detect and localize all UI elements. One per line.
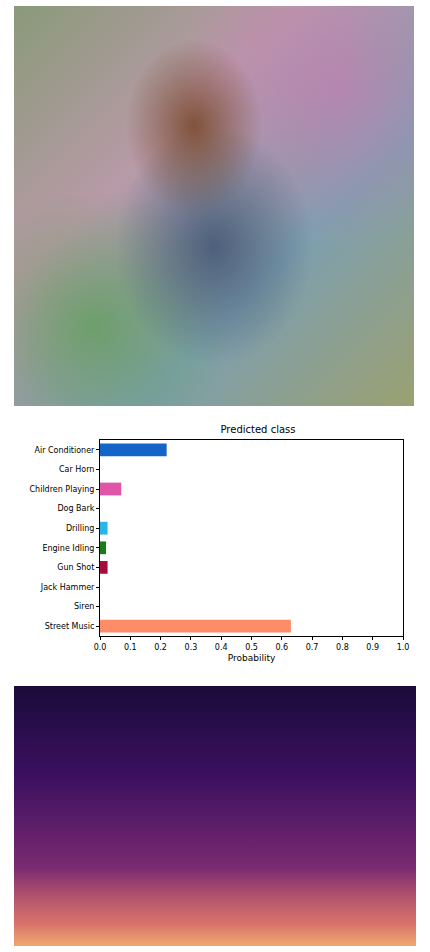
- svg-text:0.9: 0.9: [366, 643, 379, 652]
- svg-text:Street Music: Street Music: [45, 622, 95, 631]
- svg-text:Siren: Siren: [74, 602, 94, 611]
- svg-text:0.1: 0.1: [124, 643, 137, 652]
- svg-text:Gun Shot: Gun Shot: [57, 563, 94, 572]
- svg-text:Air Conditioner: Air Conditioner: [34, 446, 95, 455]
- svg-text:Drilling: Drilling: [66, 524, 95, 533]
- svg-text:0.5: 0.5: [245, 643, 258, 652]
- svg-text:0.6: 0.6: [275, 643, 288, 652]
- svg-text:1.0: 1.0: [397, 643, 410, 652]
- svg-text:Car Horn: Car Horn: [59, 465, 94, 474]
- svg-text:Dog Bark: Dog Bark: [57, 504, 94, 513]
- svg-text:0.2: 0.2: [154, 643, 167, 652]
- svg-text:Children Playing: Children Playing: [30, 485, 95, 494]
- svg-text:0.4: 0.4: [215, 643, 228, 652]
- svg-text:Predicted class: Predicted class: [221, 424, 296, 435]
- svg-text:Jack Hammer: Jack Hammer: [40, 583, 95, 592]
- svg-text:Probability: Probability: [228, 653, 276, 663]
- svg-text:0.7: 0.7: [306, 643, 319, 652]
- svg-text:0.3: 0.3: [185, 643, 198, 652]
- svg-text:0.0: 0.0: [94, 643, 107, 652]
- svg-text:0.8: 0.8: [336, 643, 349, 652]
- svg-text:Engine Idling: Engine Idling: [42, 544, 94, 553]
